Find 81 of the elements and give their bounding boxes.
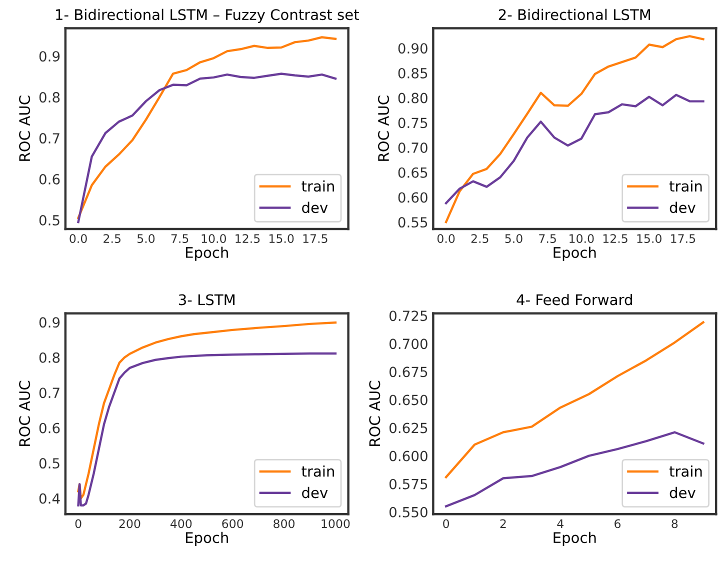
- x-tick-label: 7.5: [171, 234, 188, 244]
- line-series: [444, 321, 704, 478]
- x-tick-label: 0: [75, 519, 82, 528]
- x-tick-label: 600: [222, 519, 244, 528]
- y-tick-label: 0.8: [39, 92, 60, 103]
- y-tick-label: 0.600: [389, 450, 428, 462]
- x-tick-label: 1000: [322, 519, 350, 528]
- y-tick-label: 0.700: [389, 338, 428, 350]
- y-tick-label: 0.4: [39, 493, 60, 504]
- x-tick-label: 200: [119, 519, 140, 528]
- line-series: [77, 72, 337, 224]
- y-tick-label: 0.65: [398, 167, 428, 178]
- y-tick-label: 0.5: [39, 458, 60, 469]
- x-tick-label: 7.5: [539, 234, 556, 244]
- legend-label: train: [669, 180, 702, 192]
- legend-label: dev: [302, 486, 328, 498]
- x-tick-label: 2.5: [104, 234, 120, 244]
- x-tick-label: 15.0: [637, 234, 662, 244]
- legend-label: train: [302, 180, 334, 192]
- y-tick-label: 0.80: [398, 92, 428, 104]
- y-tick-label: 0.625: [389, 422, 428, 434]
- x-tick-label: 4: [557, 519, 564, 528]
- x-tick-label: 5.0: [505, 234, 522, 244]
- x-axis-title: Epoch: [186, 532, 228, 546]
- x-tick-label: 17.5: [671, 234, 696, 244]
- x-axis-title: Epoch: [554, 246, 596, 261]
- y-tick-label: 0.8: [39, 352, 60, 363]
- x-tick-label: 5.0: [137, 234, 155, 244]
- x-tick-label: 0.0: [70, 234, 87, 244]
- x-tick-label: 10.0: [202, 234, 226, 244]
- line-series: [77, 352, 337, 506]
- y-tick-label: 0.55: [398, 217, 428, 228]
- y-tick-label: 0.9: [39, 317, 60, 328]
- y-tick-label: 0.6: [39, 422, 60, 434]
- x-tick-label: 400: [170, 519, 192, 528]
- x-tick-label: 2.5: [471, 234, 488, 244]
- x-tick-label: 12.5: [236, 234, 260, 244]
- y-tick-label: 0.7: [39, 388, 60, 398]
- x-tick-label: 8: [672, 519, 678, 528]
- y-tick-label: 0.9: [39, 51, 60, 62]
- x-tick-label: 17.5: [303, 234, 328, 244]
- x-tick-label: 2: [500, 519, 506, 528]
- legend-label: dev: [670, 202, 696, 214]
- y-tick-label: 0.90: [398, 43, 428, 54]
- legend-label: train: [669, 466, 702, 477]
- legend-label: dev: [302, 202, 328, 214]
- line-series: [444, 431, 704, 508]
- x-axis-title: Epoch: [186, 246, 228, 261]
- line-series: [444, 35, 704, 224]
- y-tick-label: 0.675: [389, 366, 428, 378]
- line-series: [77, 36, 337, 220]
- chart-title: 2- Bidirectional LSTM: [498, 8, 650, 20]
- x-tick-label: 0.0: [437, 234, 455, 244]
- x-tick-label: 800: [274, 519, 295, 528]
- chart-title: 4- Feed Forward: [516, 294, 632, 306]
- y-axis-title: ROC AUC: [19, 380, 30, 446]
- y-axis-title: ROC AUC: [369, 380, 380, 446]
- x-tick-label: 15.0: [269, 234, 294, 244]
- y-tick-label: 0.70: [398, 142, 428, 153]
- y-tick-label: 0.5: [39, 214, 60, 226]
- x-tick-label: 0: [443, 519, 450, 528]
- legend-label: train: [302, 466, 334, 477]
- y-axis-title: ROC AUC: [378, 96, 390, 161]
- y-tick-label: 0.6: [39, 174, 60, 185]
- x-axis-title: Epoch: [554, 532, 596, 546]
- y-axis-title: ROC AUC: [19, 96, 30, 161]
- y-tick-label: 0.60: [398, 192, 428, 203]
- chart-title: 3- LSTM: [178, 294, 234, 306]
- y-tick-label: 0.75: [398, 118, 428, 128]
- x-tick-label: 12.5: [603, 234, 628, 244]
- legend-label: dev: [670, 486, 696, 498]
- line-series: [77, 321, 337, 500]
- y-tick-label: 0.7: [39, 133, 60, 144]
- y-tick-label: 0.575: [389, 478, 428, 490]
- chart-title: 1- Bidirectional LSTM – Fuzzy Contrast set: [56, 8, 359, 23]
- y-tick-label: 0.725: [389, 310, 428, 322]
- y-tick-label: 0.85: [398, 68, 428, 78]
- y-tick-label: 0.550: [389, 506, 428, 518]
- y-tick-label: 0.650: [389, 394, 428, 406]
- x-tick-label: 6: [614, 519, 621, 528]
- x-tick-label: 10.0: [570, 234, 594, 244]
